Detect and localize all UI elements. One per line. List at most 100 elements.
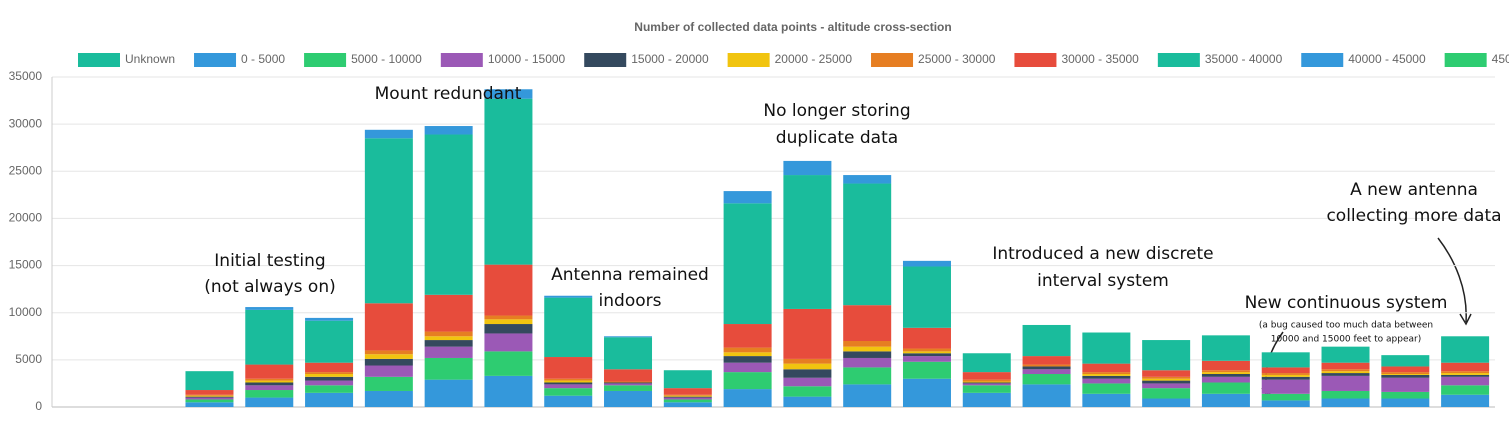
bar-segment	[245, 385, 294, 391]
bar-segment	[484, 315, 533, 320]
bar-segment	[843, 341, 892, 347]
bar-segment	[843, 305, 892, 341]
bar-segment	[843, 346, 892, 352]
bar-segment	[305, 320, 354, 363]
bar-segment	[1261, 374, 1310, 377]
bar-segment	[424, 340, 473, 347]
bar-segment	[305, 385, 354, 393]
bar-segment	[364, 365, 413, 377]
bar-segment	[723, 347, 772, 353]
bar-segment	[364, 376, 413, 391]
bar-segment	[902, 356, 951, 362]
bar-segment	[1381, 391, 1430, 399]
bar-segment	[783, 377, 832, 387]
bar-segment	[1142, 378, 1191, 381]
bar-segment	[364, 129, 413, 139]
annotation: Antenna remained	[551, 265, 709, 285]
bar-segment	[364, 354, 413, 359]
bar-segment	[1082, 393, 1131, 407]
bar-segment	[544, 297, 593, 358]
bar-segment	[663, 399, 712, 403]
legend-swatch	[194, 53, 237, 67]
bar-segment	[424, 346, 473, 358]
annotation: No longer storing	[763, 101, 910, 121]
bar-segment	[185, 395, 234, 397]
legend-swatch	[304, 53, 347, 67]
bar-segment	[1022, 374, 1071, 385]
bar-segment	[1201, 376, 1250, 383]
bar-segment	[1082, 372, 1131, 374]
bar-segment	[962, 382, 1011, 384]
bar-segment	[1261, 379, 1310, 394]
bar-segment	[663, 395, 712, 397]
annotation: (a bug caused too much data between	[1259, 321, 1433, 331]
bar-segment	[962, 383, 1011, 386]
bar-segment	[1022, 324, 1071, 357]
bar-segment	[1142, 383, 1191, 389]
y-tick-label: 15000	[9, 258, 43, 272]
bar-segment	[1082, 332, 1131, 364]
bar-segment	[305, 376, 354, 381]
annotation: interval system	[1037, 271, 1169, 291]
bar-segment	[1441, 371, 1490, 374]
bar-segment	[1261, 376, 1310, 380]
bar-segment	[902, 260, 951, 267]
bar-segment	[305, 362, 354, 373]
bar-segment	[843, 351, 892, 358]
legend-swatch	[1157, 53, 1200, 67]
chart-title: Number of collected data points - altitu…	[634, 20, 951, 34]
bar-segment	[544, 378, 593, 381]
bar-segment	[484, 264, 533, 316]
legend-label: 30000 - 35000	[1061, 52, 1139, 66]
bar-segment	[484, 333, 533, 352]
bar-segment	[544, 388, 593, 396]
bar-segment	[245, 378, 294, 381]
bar-segment	[185, 371, 234, 391]
bar-segment	[185, 397, 234, 400]
bar-segment	[185, 396, 234, 398]
legend-label: 20000 - 25000	[775, 52, 853, 66]
bar-segment	[604, 336, 653, 338]
bar-segment	[1082, 375, 1131, 379]
bar-segment	[1082, 363, 1131, 373]
annotation: collecting more data	[1326, 206, 1501, 226]
annotation: A new antenna	[1350, 180, 1478, 200]
bar-segment	[484, 324, 533, 334]
bar-segment	[663, 394, 712, 396]
bar-segment	[783, 308, 832, 359]
bar-segment	[484, 375, 533, 407]
y-tick-label: 35000	[9, 69, 43, 83]
bar-segment	[305, 374, 354, 377]
bar-segment	[424, 126, 473, 135]
bar-segment	[1441, 373, 1490, 375]
bar-segment	[245, 364, 294, 379]
annotation: (not always on)	[204, 277, 335, 297]
bar-segment	[544, 295, 593, 298]
bar-segment	[723, 191, 772, 204]
bar-segment	[1142, 340, 1191, 371]
legend-label: Unknown	[125, 52, 175, 66]
bar-segment	[1321, 369, 1370, 372]
bar-segment	[604, 369, 653, 382]
bar-segment	[843, 175, 892, 184]
bar-segment	[902, 361, 951, 379]
bar-segment	[843, 357, 892, 368]
bar-segment	[783, 363, 832, 370]
bar-segment	[1441, 376, 1490, 386]
annotation: Initial testing	[214, 251, 325, 271]
bar-segment	[1201, 393, 1250, 407]
bar-segment	[783, 396, 832, 407]
bar-segment	[544, 380, 593, 383]
bar-segment	[1082, 374, 1131, 376]
bar-segment	[962, 379, 1011, 382]
bar-segment	[1321, 375, 1370, 391]
bar-segment	[1381, 366, 1430, 373]
bar-segment	[1022, 384, 1071, 407]
annotation: indoors	[599, 291, 662, 311]
y-tick-label: 30000	[9, 116, 43, 130]
bar-segment	[1261, 400, 1310, 407]
y-tick-label: 5000	[15, 352, 42, 366]
bar-segment	[424, 294, 473, 332]
bar-segment	[245, 307, 294, 310]
legend-swatch	[1444, 53, 1487, 67]
